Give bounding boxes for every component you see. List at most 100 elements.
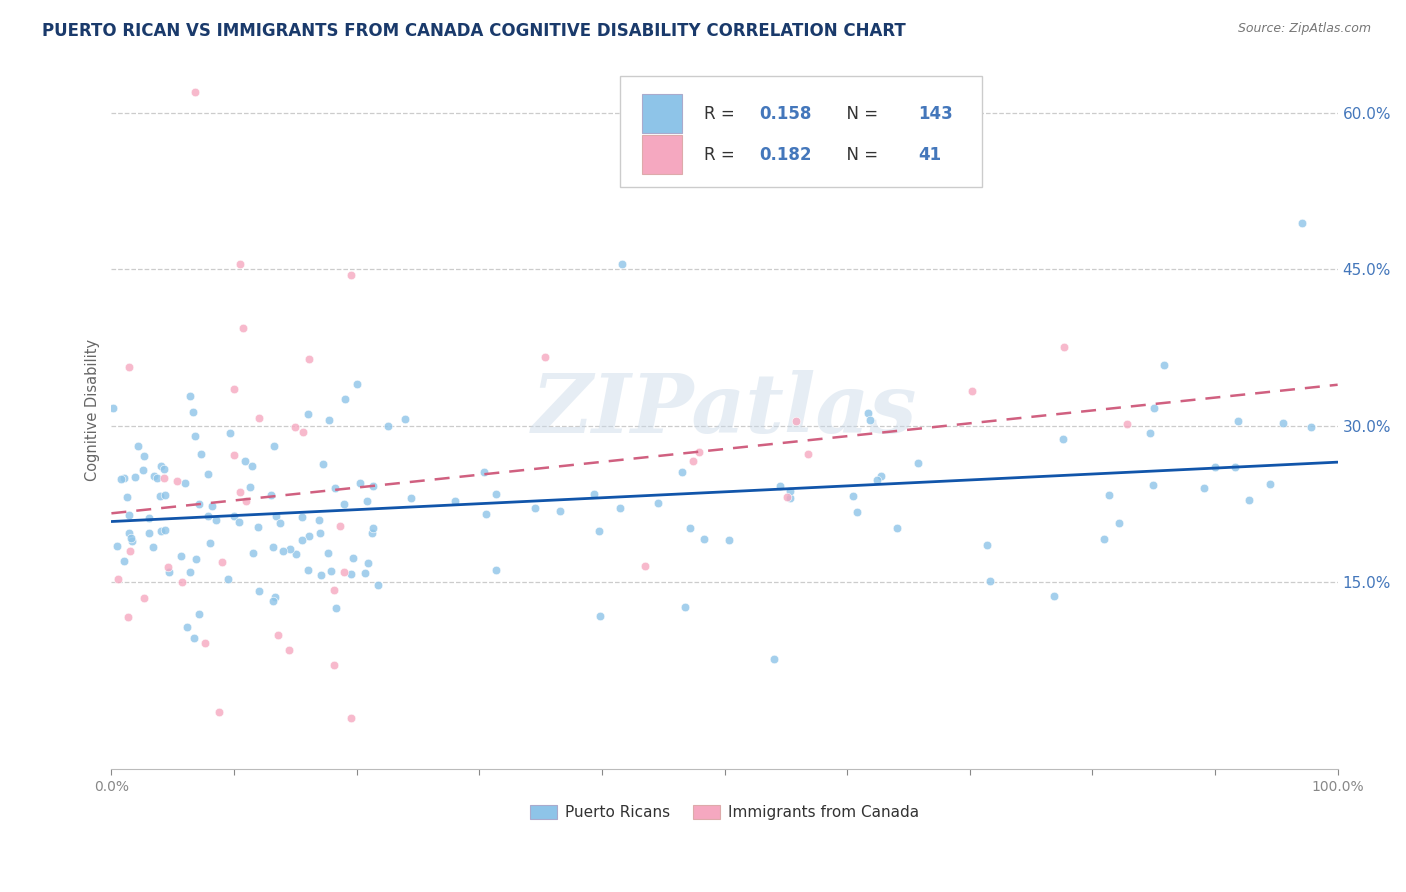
- Point: [183, 405, 205, 419]
- Point: [142, 468, 165, 483]
- Point: [1108, 516, 1130, 531]
- Point: [153, 488, 176, 502]
- Point: [349, 476, 371, 491]
- Point: [548, 504, 571, 518]
- Point: [179, 389, 201, 403]
- Point: [262, 594, 284, 608]
- Point: [1272, 416, 1295, 430]
- Point: [316, 546, 339, 560]
- Point: [610, 257, 633, 271]
- Point: [679, 520, 702, 534]
- Point: [120, 543, 142, 558]
- Point: [121, 533, 143, 548]
- Point: [224, 382, 246, 396]
- Text: N =: N =: [837, 104, 883, 122]
- Point: [361, 526, 384, 541]
- Point: [262, 541, 284, 555]
- Point: [110, 472, 132, 486]
- Point: [146, 471, 169, 485]
- Point: [356, 494, 378, 508]
- Point: [856, 406, 879, 420]
- Point: [769, 479, 792, 493]
- Point: [693, 532, 716, 546]
- Point: [361, 521, 384, 535]
- Point: [354, 566, 377, 580]
- Point: [1052, 340, 1074, 354]
- Point: [291, 425, 314, 439]
- Point: [240, 458, 263, 473]
- Point: [176, 620, 198, 634]
- Point: [588, 524, 610, 539]
- Point: [173, 476, 195, 491]
- Point: [112, 554, 135, 568]
- Point: [239, 480, 262, 494]
- Point: [247, 584, 270, 599]
- Text: 41: 41: [918, 145, 942, 163]
- Point: [152, 470, 174, 484]
- Point: [184, 429, 207, 443]
- Point: [297, 352, 319, 367]
- Point: [907, 457, 929, 471]
- Point: [323, 482, 346, 496]
- Point: [485, 487, 508, 501]
- Point: [112, 471, 135, 485]
- Point: [190, 447, 212, 461]
- Point: [131, 462, 153, 476]
- Point: [232, 321, 254, 335]
- Point: [671, 465, 693, 479]
- Point: [673, 600, 696, 615]
- Point: [367, 577, 389, 591]
- Text: R =: R =: [703, 104, 740, 122]
- Point: [278, 542, 301, 557]
- Point: [242, 546, 264, 560]
- Point: [647, 496, 669, 510]
- Point: [524, 500, 547, 515]
- Point: [475, 507, 498, 521]
- Point: [194, 636, 217, 650]
- FancyBboxPatch shape: [643, 94, 682, 133]
- Point: [776, 491, 799, 505]
- Point: [1291, 215, 1313, 229]
- Y-axis label: Cognitive Disability: Cognitive Disability: [86, 339, 100, 481]
- Point: [797, 447, 820, 461]
- Point: [845, 505, 868, 519]
- Text: ZIPatlas: ZIPatlas: [531, 370, 917, 450]
- Point: [157, 565, 180, 579]
- Point: [120, 531, 142, 545]
- Point: [340, 711, 363, 725]
- Point: [269, 516, 291, 531]
- Point: [235, 493, 257, 508]
- Point: [534, 351, 557, 365]
- Point: [188, 497, 211, 511]
- Point: [308, 513, 330, 527]
- Point: [211, 555, 233, 569]
- Point: [228, 515, 250, 529]
- Point: [132, 591, 155, 606]
- Point: [333, 566, 356, 580]
- Point: [118, 359, 141, 374]
- Point: [443, 493, 465, 508]
- Point: [297, 562, 319, 576]
- Point: [329, 519, 352, 533]
- Point: [179, 566, 201, 580]
- Point: [184, 551, 207, 566]
- Point: [107, 572, 129, 586]
- Point: [155, 523, 177, 537]
- Point: [323, 583, 346, 598]
- Point: [138, 511, 160, 525]
- Point: [277, 643, 299, 657]
- Point: [233, 454, 256, 468]
- Point: [105, 539, 128, 553]
- Point: [298, 529, 321, 543]
- Point: [785, 414, 807, 428]
- Point: [1042, 589, 1064, 603]
- Point: [318, 413, 340, 427]
- Point: [886, 521, 908, 535]
- Point: [582, 486, 605, 500]
- Point: [1153, 358, 1175, 372]
- Point: [1237, 492, 1260, 507]
- Point: [138, 526, 160, 541]
- Point: [323, 657, 346, 672]
- Point: [1116, 417, 1139, 431]
- Point: [166, 474, 188, 488]
